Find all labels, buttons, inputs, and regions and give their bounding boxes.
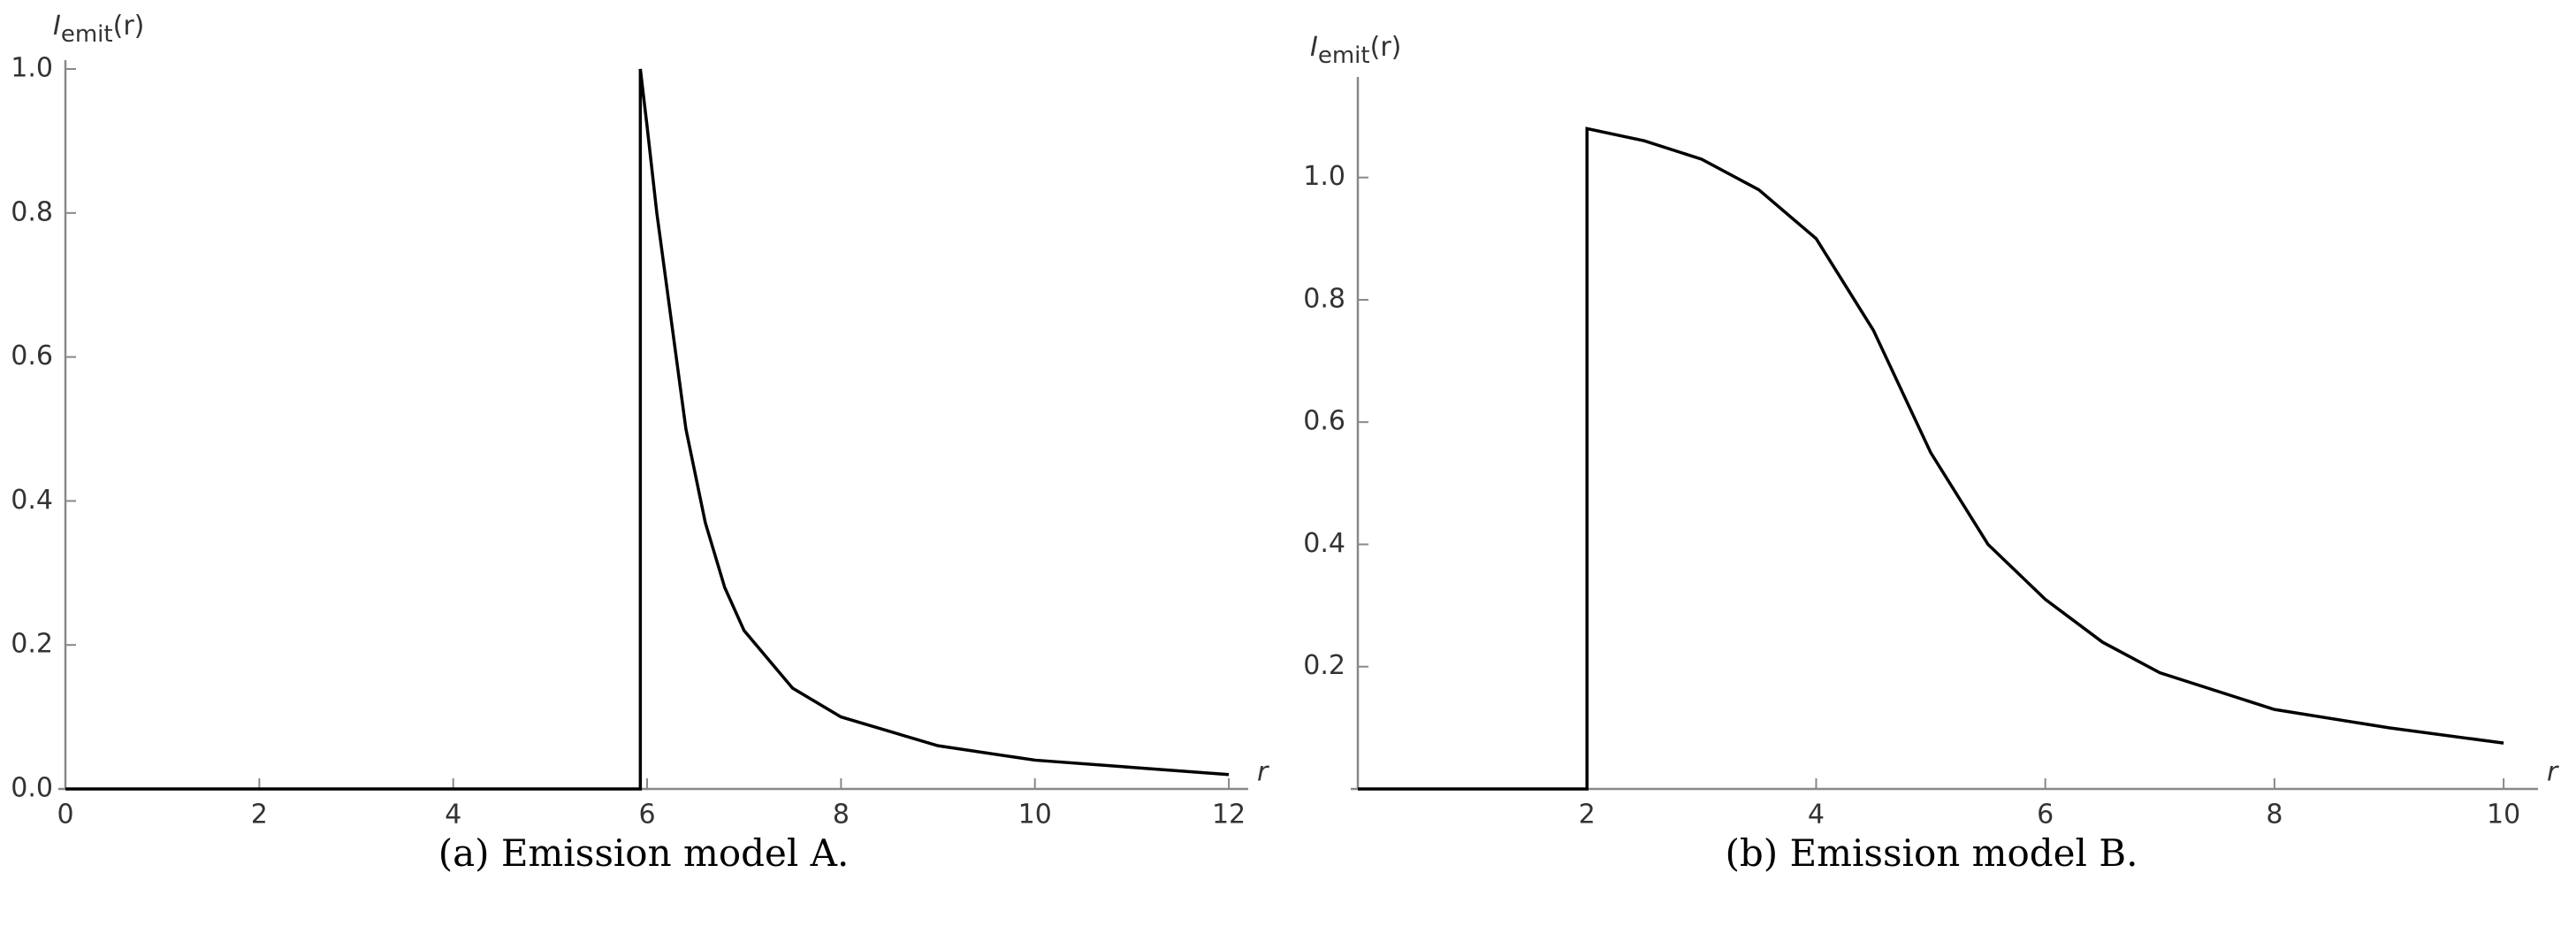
y-tick-label: 0.8	[11, 196, 53, 227]
x-axis-label: r	[2547, 757, 2559, 788]
data-line	[1358, 126, 2504, 791]
x-tick-label: 2	[1579, 800, 1596, 831]
x-tick-label: 6	[638, 800, 655, 831]
y-label-main: I	[53, 11, 61, 42]
y-tick-label: 0.6	[1303, 406, 1345, 437]
chart: 2 4 6 8 10 0.2 0.4 0.6 0.8 1.0 Iemit(r) r (b) Emissi…	[1303, 32, 2559, 876]
x-tick-label: 10	[2487, 800, 2520, 831]
caption: (b) Emission model B.	[1725, 831, 2138, 875]
y-label-sub: emit	[1318, 42, 1370, 69]
y-tick-label: 0.4	[1303, 528, 1345, 559]
x-tick-label: 8	[833, 800, 850, 831]
y-tick-label: 0.2	[1303, 650, 1345, 681]
y-tick-label: 0.8	[1303, 283, 1345, 314]
x-axis-label: r	[1257, 757, 1269, 788]
y-label-arg: (r)	[1370, 32, 1402, 63]
x-tick-label: 10	[1018, 800, 1052, 831]
x-tick-label: 8	[2266, 800, 2283, 831]
y-label-sub: emit	[61, 21, 113, 48]
y-tick-label: 0.2	[11, 629, 53, 660]
data-line	[65, 68, 1230, 791]
y-axis-label: Iemit(r)	[1310, 32, 1401, 69]
y-tick-label: 0.0	[11, 773, 53, 804]
x-tick-label: 12	[1212, 800, 1246, 831]
x-tick-label: 2	[251, 800, 268, 831]
y-label-arg: (r)	[113, 11, 145, 42]
x-tick-label: 6	[2037, 800, 2054, 831]
y-label-main: I	[1310, 32, 1318, 63]
x-tick-label: 4	[1808, 800, 1825, 831]
y-tick-label: 0.6	[11, 341, 53, 371]
y-tick-label: 1.0	[1303, 161, 1345, 192]
x-tick-label: 4	[445, 800, 461, 831]
y-axis-label: Iemit(r)	[53, 11, 144, 48]
y-tick-label: 0.4	[11, 485, 53, 516]
y-tick-label: 1.0	[11, 53, 53, 84]
caption: (a) Emission model A.	[438, 831, 850, 875]
x-tick-label: 0	[57, 800, 73, 831]
